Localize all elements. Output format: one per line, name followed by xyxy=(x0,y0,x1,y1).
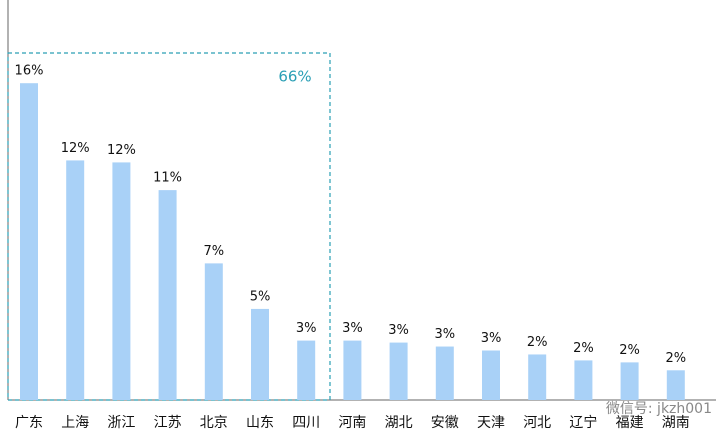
watermark: 微信号: jkzh001 xyxy=(606,401,712,417)
value-label: 2% xyxy=(619,343,640,358)
value-label: 3% xyxy=(481,331,502,346)
value-label: 2% xyxy=(573,341,594,356)
value-label: 3% xyxy=(342,321,363,336)
value-label: 5% xyxy=(250,289,271,304)
value-label: 12% xyxy=(61,141,90,156)
value-label: 12% xyxy=(107,143,136,158)
group-annotation: 66% xyxy=(278,68,311,86)
value-label: 3% xyxy=(434,327,455,342)
bar xyxy=(204,263,223,400)
x-tick-label: 广东 xyxy=(15,415,43,431)
bar xyxy=(389,342,408,400)
x-tick-label: 北京 xyxy=(200,415,228,431)
x-tick-label: 上海 xyxy=(61,415,89,431)
x-tick-label: 浙江 xyxy=(107,415,135,431)
bar xyxy=(112,162,131,400)
bar xyxy=(620,362,639,400)
x-tick-label: 湖北 xyxy=(385,415,413,431)
value-label: 11% xyxy=(153,171,182,186)
x-tick-label: 天津 xyxy=(477,415,505,431)
x-tick-label: 山东 xyxy=(246,415,274,431)
bar xyxy=(20,83,38,400)
value-label: 16% xyxy=(15,64,44,79)
bar xyxy=(297,340,316,400)
x-tick-label: 江苏 xyxy=(154,415,182,431)
x-tick-label: 辽宁 xyxy=(569,414,597,431)
value-label: 2% xyxy=(527,335,548,350)
bar xyxy=(343,340,362,400)
x-tick-label: 河南 xyxy=(338,415,366,431)
bar xyxy=(482,350,500,400)
value-label: 7% xyxy=(203,244,224,259)
value-label: 3% xyxy=(296,321,317,336)
bar xyxy=(66,160,85,400)
value-label: 2% xyxy=(665,351,686,366)
bar xyxy=(666,370,685,400)
value-label: 3% xyxy=(388,323,409,338)
bar xyxy=(435,346,454,400)
x-tick-label: 河北 xyxy=(523,415,551,431)
bar xyxy=(251,308,269,400)
bar xyxy=(158,190,177,400)
bar xyxy=(574,360,593,400)
x-tick-label: 安徽 xyxy=(431,415,459,431)
x-tick-label: 福建 xyxy=(616,415,644,431)
x-tick-label: 四川 xyxy=(292,415,320,431)
x-tick-label: 湖南 xyxy=(662,415,690,431)
bar xyxy=(528,354,547,400)
